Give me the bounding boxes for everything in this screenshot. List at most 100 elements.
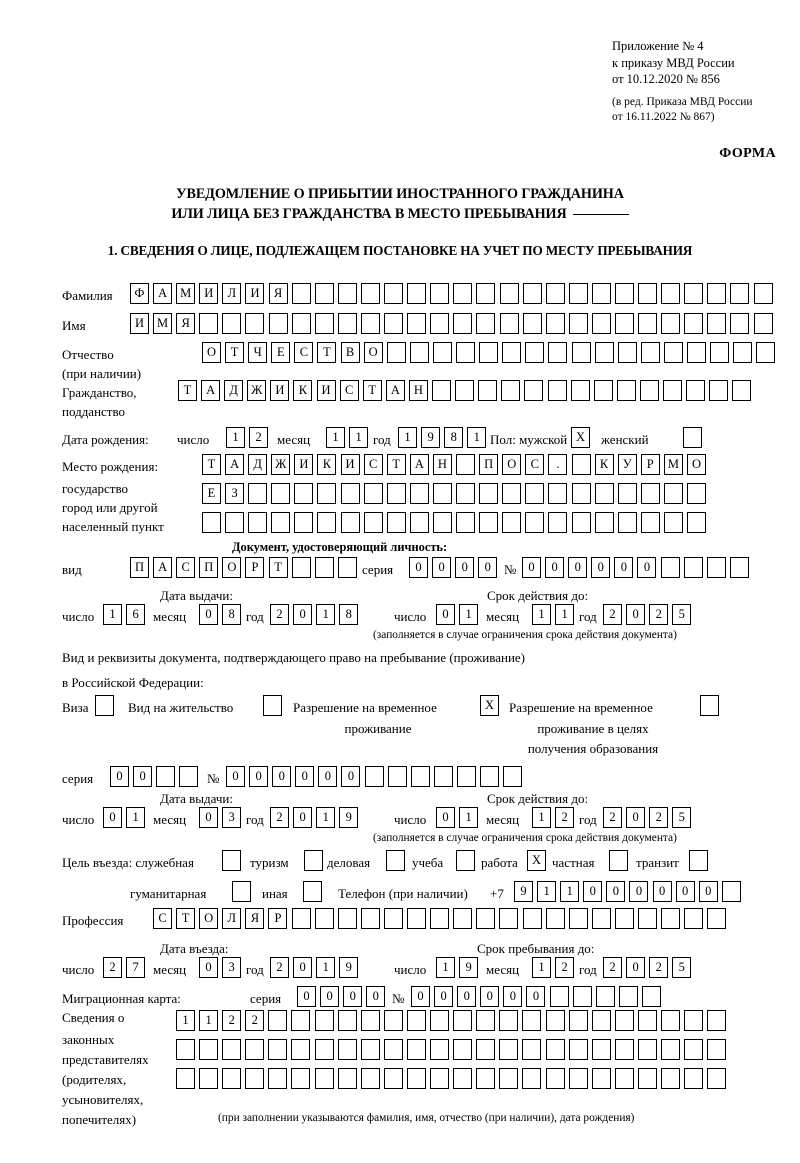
char-cell[interactable]: С <box>176 557 196 578</box>
char-cell[interactable]: А <box>385 380 405 401</box>
char-cell[interactable]: 0 <box>675 881 695 902</box>
char-cell[interactable] <box>707 1039 727 1060</box>
char-cell[interactable]: 9 <box>339 807 359 828</box>
char-cell[interactable] <box>314 1068 334 1089</box>
char-cell[interactable]: И <box>245 283 265 304</box>
char-cell[interactable]: 1 <box>316 957 336 978</box>
char-cell[interactable] <box>314 1039 334 1060</box>
char-cell[interactable] <box>476 313 496 334</box>
char-cell[interactable] <box>430 283 450 304</box>
char-cell[interactable]: 8 <box>444 427 464 448</box>
char-cell[interactable] <box>430 1010 450 1031</box>
char-cell[interactable]: 7 <box>126 957 146 978</box>
char-cell[interactable] <box>618 986 638 1007</box>
char-cell[interactable] <box>710 342 730 363</box>
char-cell[interactable] <box>733 342 753 363</box>
char-cell[interactable]: Т <box>225 342 245 363</box>
char-cell[interactable] <box>340 512 360 533</box>
char-cell[interactable] <box>432 380 452 401</box>
char-cell[interactable] <box>430 313 450 334</box>
char-cell[interactable]: О <box>199 908 219 929</box>
char-cell[interactable]: 2 <box>603 957 622 978</box>
char-cell[interactable] <box>522 283 542 304</box>
char-cell[interactable]: Е <box>271 342 291 363</box>
char-cell[interactable] <box>360 1010 380 1031</box>
char-cell[interactable]: 0 <box>583 881 603 902</box>
char-cell[interactable] <box>640 512 660 533</box>
char-cell[interactable]: З <box>225 483 245 504</box>
char-cell[interactable] <box>199 1039 219 1060</box>
char-cell[interactable] <box>568 283 588 304</box>
residence-permit-checkbox[interactable] <box>263 695 282 716</box>
char-cell[interactable]: 0 <box>614 557 634 578</box>
char-cell[interactable] <box>406 1039 426 1060</box>
char-cell[interactable]: . <box>548 454 568 475</box>
char-cell[interactable] <box>686 512 706 533</box>
char-cell[interactable] <box>271 483 291 504</box>
char-cell[interactable]: 1 <box>103 604 122 625</box>
char-cell[interactable] <box>453 908 473 929</box>
char-cell[interactable]: 0 <box>293 807 313 828</box>
char-cell[interactable]: 0 <box>478 557 498 578</box>
char-cell[interactable] <box>176 1039 195 1060</box>
char-cell[interactable] <box>360 1068 380 1089</box>
char-cell[interactable]: 2 <box>270 604 289 625</box>
char-cell[interactable]: 0 <box>295 766 315 787</box>
char-cell[interactable]: Ф <box>130 283 149 304</box>
char-cell[interactable] <box>595 986 615 1007</box>
char-cell[interactable] <box>337 557 357 578</box>
char-cell[interactable]: 0 <box>199 957 218 978</box>
char-cell[interactable] <box>684 1010 704 1031</box>
char-cell[interactable] <box>617 512 637 533</box>
char-cell[interactable]: Я <box>176 313 196 334</box>
char-cell[interactable] <box>591 313 611 334</box>
char-cell[interactable]: 0 <box>293 957 313 978</box>
char-cell[interactable]: О <box>502 454 522 475</box>
char-cell[interactable] <box>499 1010 519 1031</box>
char-cell[interactable]: 0 <box>199 604 218 625</box>
char-cell[interactable] <box>522 1010 542 1031</box>
char-cell[interactable] <box>591 908 611 929</box>
char-cell[interactable]: И <box>316 380 336 401</box>
char-cell[interactable] <box>686 380 706 401</box>
char-cell[interactable]: 2 <box>270 807 289 828</box>
char-cell[interactable] <box>406 1068 426 1089</box>
char-cell[interactable] <box>683 557 703 578</box>
char-cell[interactable]: 0 <box>226 766 245 787</box>
char-cell[interactable] <box>568 908 588 929</box>
char-cell[interactable]: 9 <box>514 881 533 902</box>
char-cell[interactable] <box>386 512 406 533</box>
temp-residence-edu-checkbox[interactable] <box>700 695 719 716</box>
char-cell[interactable] <box>456 512 476 533</box>
char-cell[interactable]: 1 <box>226 427 245 448</box>
char-cell[interactable] <box>337 313 357 334</box>
char-cell[interactable] <box>291 1039 311 1060</box>
char-cell[interactable] <box>684 908 704 929</box>
char-cell[interactable]: А <box>409 454 429 475</box>
char-cell[interactable] <box>383 1010 403 1031</box>
char-cell[interactable] <box>721 881 741 902</box>
char-cell[interactable] <box>614 313 634 334</box>
char-cell[interactable]: 5 <box>672 604 692 625</box>
char-cell[interactable] <box>591 1039 611 1060</box>
char-cell[interactable] <box>453 313 473 334</box>
char-cell[interactable]: 0 <box>606 881 626 902</box>
char-cell[interactable]: Т <box>202 454 221 475</box>
char-cell[interactable] <box>386 342 406 363</box>
char-cell[interactable] <box>660 1068 680 1089</box>
char-cell[interactable] <box>291 283 311 304</box>
char-cell[interactable] <box>502 483 522 504</box>
char-cell[interactable] <box>730 313 750 334</box>
char-cell[interactable] <box>360 1039 380 1060</box>
char-cell[interactable] <box>663 483 683 504</box>
birth-place-row-3-input[interactable] <box>202 512 706 533</box>
char-cell[interactable]: 1 <box>199 1010 219 1031</box>
